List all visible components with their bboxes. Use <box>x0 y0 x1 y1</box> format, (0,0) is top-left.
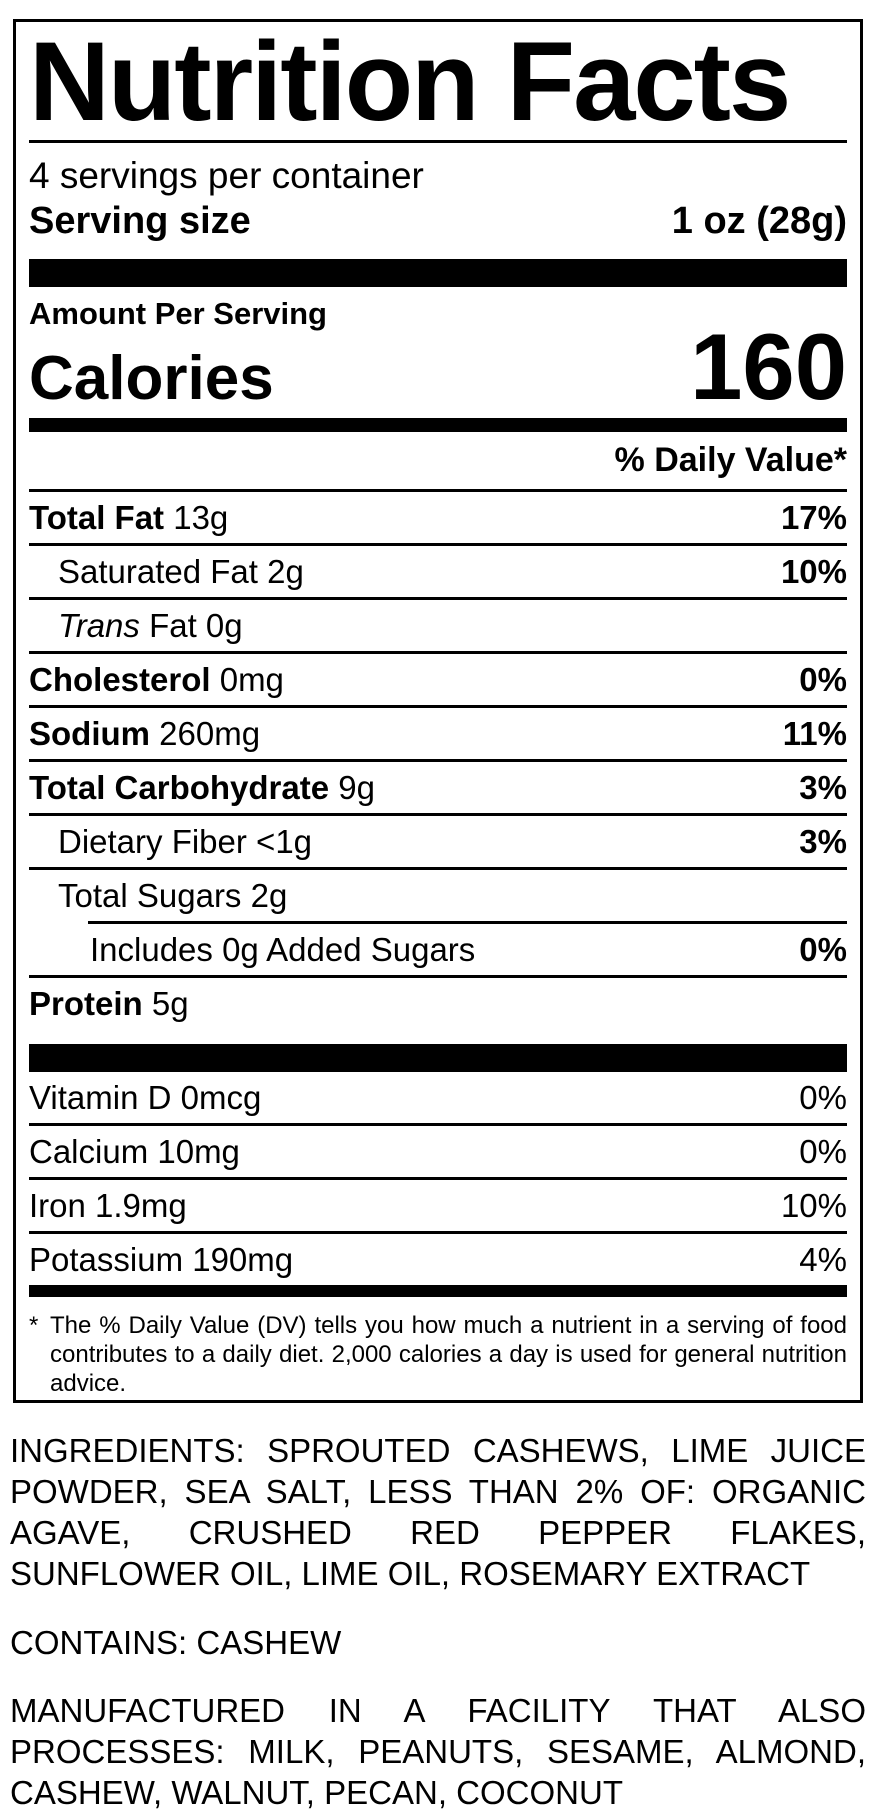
daily-value: 3% <box>799 769 847 807</box>
amount-per-serving-label: Amount Per Serving <box>29 295 327 331</box>
micronutrient-row-potassium: Potassium 190mg 4% <box>29 1234 847 1285</box>
nutrient-row-total-fat: Total Fat 13g 17% <box>29 489 847 543</box>
micronutrient-row-iron: Iron 1.9mg 10% <box>29 1180 847 1235</box>
serving-size-row: Serving size 1 oz (28g) <box>29 200 847 244</box>
nutrient-label: Protein 5g <box>29 985 189 1023</box>
calories-row: Calories 160 <box>29 313 847 419</box>
nutrient-label: Trans Fat 0g <box>58 607 243 645</box>
micronutrient-row-vitamin-d: Vitamin D 0mcg 0% <box>29 1072 847 1127</box>
daily-value: 0% <box>799 1133 847 1171</box>
calories-label: Calories <box>29 343 274 413</box>
nutrient-row-dietary-fiber: Dietary Fiber <1g 3% <box>29 813 847 867</box>
daily-value: 0% <box>799 931 847 969</box>
nutrition-facts-title: Nutrition Facts <box>29 19 791 144</box>
nutrient-label: Saturated Fat 2g <box>58 553 304 591</box>
nutrient-row-added-sugars: Includes 0g Added Sugars 0% <box>29 924 847 975</box>
nutrient-label: Potassium 190mg <box>29 1241 294 1279</box>
ingredients-statement: INGREDIENTS: SPROUTED CASHEWS, LIME JUIC… <box>10 1432 866 1592</box>
nutrient-label: Sodium 260mg <box>29 715 261 753</box>
nutrient-label: Total Fat 13g <box>29 499 229 537</box>
nutrient-row-total-sugars: Total Sugars 2g <box>29 867 847 921</box>
medium-divider-calories <box>29 418 847 432</box>
nutrient-label: Iron 1.9mg <box>29 1187 187 1225</box>
daily-value: 3% <box>799 823 847 861</box>
nutrient-label: Includes 0g Added Sugars <box>90 931 476 969</box>
calories-value: 160 <box>690 313 847 419</box>
nutrient-row-protein: Protein 5g <box>29 975 847 1029</box>
nutrient-row-saturated-fat: Saturated Fat 2g 10% <box>29 543 847 597</box>
daily-value-header: % Daily Value* <box>614 441 847 479</box>
nutrient-label: Vitamin D 0mcg <box>29 1079 262 1117</box>
added-sugars-divider <box>88 921 847 925</box>
nutrient-row-cholesterol: Cholesterol 0mg 0% <box>29 651 847 705</box>
thick-divider-top <box>29 258 847 287</box>
nutrient-label: Cholesterol 0mg <box>29 661 284 699</box>
nutrient-label: Dietary Fiber <1g <box>58 823 313 861</box>
nutrient-row-sodium: Sodium 260mg 11% <box>29 705 847 759</box>
thick-divider-bottom <box>29 1044 847 1073</box>
nutrient-row-trans-fat: Trans Fat 0g <box>29 597 847 651</box>
facility-statement: MANUFACTURED IN A FACILITY THAT ALSO PRO… <box>10 1692 866 1811</box>
nutrient-label: Total Carbohydrate 9g <box>29 769 375 807</box>
serving-size-label: Serving size <box>29 200 251 243</box>
nutrition-facts-panel: Nutrition Facts 4 servings per container… <box>13 19 863 1403</box>
footnote: * The % Daily Value (DV) tells you how m… <box>29 1311 847 1398</box>
contains-statement: CONTAINS: CASHEW <box>10 1624 342 1661</box>
medium-divider-footnote <box>29 1285 847 1298</box>
daily-value: 0% <box>799 661 847 699</box>
nutrient-label: Calcium 10mg <box>29 1133 240 1171</box>
daily-value: 10% <box>780 1187 847 1225</box>
serving-size-value: 1 oz (28g) <box>671 200 847 243</box>
daily-value: 0% <box>799 1079 847 1117</box>
servings-per-container: 4 servings per container <box>29 155 424 196</box>
footnote-asterisk: * <box>29 1312 39 1340</box>
daily-value: 10% <box>780 553 847 591</box>
nutrient-label: Total Sugars 2g <box>58 877 288 915</box>
title-divider <box>29 140 847 143</box>
daily-value: 11% <box>782 715 847 753</box>
daily-value: 4% <box>799 1241 847 1279</box>
daily-value: 17% <box>780 499 847 537</box>
micronutrient-row-calcium: Calcium 10mg 0% <box>29 1126 847 1181</box>
footnote-text: The % Daily Value (DV) tells you how muc… <box>50 1312 847 1398</box>
nutrient-row-total-carbohydrate: Total Carbohydrate 9g 3% <box>29 759 847 813</box>
